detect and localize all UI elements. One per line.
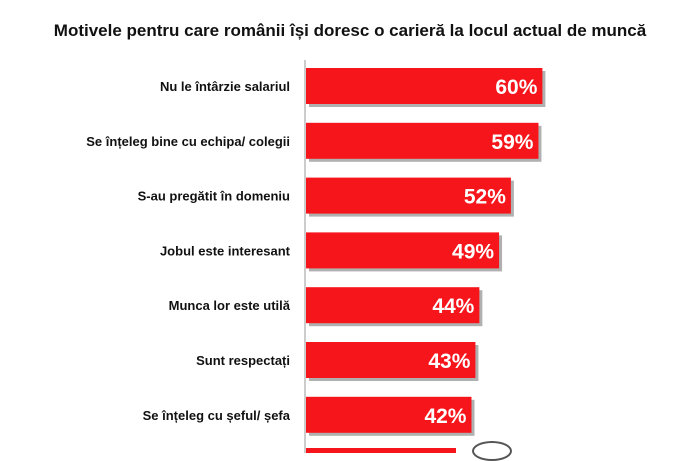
bars-layer: Nu le întârzie salariul 60% Se înțeleg bin… bbox=[86, 68, 546, 453]
bar bbox=[306, 122, 539, 159]
value-label: 42% bbox=[424, 405, 466, 428]
bar-cropped bbox=[306, 448, 456, 453]
bar bbox=[306, 68, 543, 104]
bar bbox=[306, 342, 476, 378]
value-label: 59% bbox=[491, 131, 533, 154]
bar bbox=[306, 287, 480, 324]
category-label: Se înțeleg cu șeful/ șefa bbox=[143, 408, 291, 423]
value-label: 44% bbox=[432, 295, 474, 318]
category-label: Munca lor este utilă bbox=[169, 298, 291, 313]
bar bbox=[306, 396, 472, 433]
category-label: Nu le întârzie salariul bbox=[160, 79, 290, 94]
category-label: Sunt respectați bbox=[196, 353, 290, 368]
value-label: 49% bbox=[452, 240, 494, 263]
bar bbox=[306, 177, 511, 214]
chart-title: Motivele pentru care românii își doresc … bbox=[53, 21, 647, 40]
logo-seal bbox=[472, 441, 512, 461]
category-label: S-au pregătit în domeniu bbox=[138, 189, 290, 204]
bar bbox=[306, 232, 500, 269]
category-label: Se înțeleg bine cu echipa/ colegii bbox=[86, 134, 290, 149]
value-label: 60% bbox=[495, 76, 537, 99]
value-label: 43% bbox=[428, 350, 470, 373]
value-label: 52% bbox=[464, 186, 506, 209]
category-label: Jobul este interesant bbox=[160, 243, 291, 258]
